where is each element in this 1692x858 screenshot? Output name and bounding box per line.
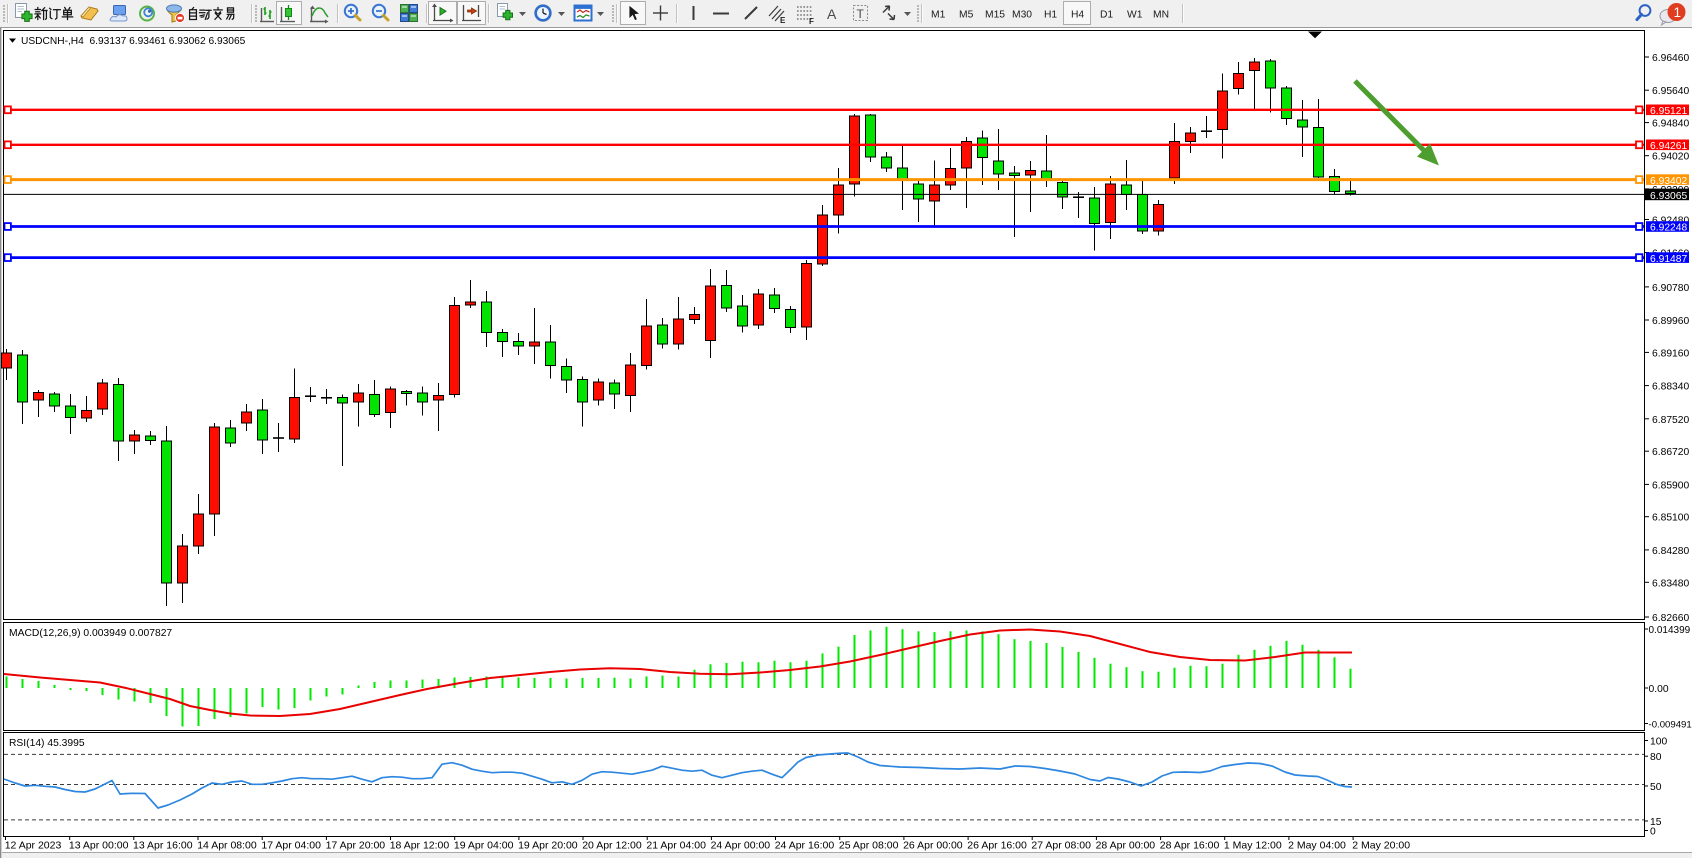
- svg-text:T: T: [857, 7, 865, 21]
- svg-text:M5: M5: [959, 10, 974, 21]
- svg-text:6.94261: 6.94261: [1650, 141, 1687, 152]
- svg-text:-0.009491: -0.009491: [1649, 719, 1692, 730]
- svg-text:6.92480: 6.92480: [1652, 216, 1689, 227]
- svg-text:E: E: [780, 16, 786, 25]
- svg-text:26 Apr 16:00: 26 Apr 16:00: [967, 839, 1027, 851]
- svg-text:M30: M30: [1012, 10, 1032, 21]
- svg-text:1 May 12:00: 1 May 12:00: [1224, 839, 1282, 851]
- svg-text:24 Apr 16:00: 24 Apr 16:00: [775, 839, 835, 851]
- svg-text:6.85100: 6.85100: [1652, 513, 1689, 524]
- svg-text:MACD(12,26,9) 0.003949 0.00782: MACD(12,26,9) 0.003949 0.007827: [9, 628, 172, 639]
- svg-text:6.92248: 6.92248: [1650, 223, 1687, 234]
- svg-text:28 Apr 00:00: 28 Apr 00:00: [1096, 839, 1156, 851]
- svg-text:28 Apr 16:00: 28 Apr 16:00: [1160, 839, 1220, 851]
- svg-text:6.84280: 6.84280: [1652, 546, 1689, 557]
- svg-text:A: A: [827, 6, 837, 22]
- svg-text:2 May 04:00: 2 May 04:00: [1288, 839, 1346, 851]
- svg-text:20 Apr 12:00: 20 Apr 12:00: [582, 839, 642, 851]
- svg-text:100: 100: [1650, 736, 1667, 747]
- svg-text:2 May 20:00: 2 May 20:00: [1352, 839, 1410, 851]
- svg-text:6.91487: 6.91487: [1650, 254, 1687, 265]
- svg-text:0.00: 0.00: [1649, 684, 1669, 695]
- svg-text:6.95640: 6.95640: [1652, 86, 1689, 97]
- svg-text:6.82660: 6.82660: [1652, 613, 1689, 624]
- svg-text:13 Apr 16:00: 13 Apr 16:00: [133, 839, 193, 851]
- svg-text:6.83480: 6.83480: [1652, 578, 1689, 589]
- svg-text:6.96460: 6.96460: [1652, 53, 1689, 64]
- svg-text:RSI(14) 45.3995: RSI(14) 45.3995: [9, 738, 85, 749]
- svg-text:H1: H1: [1044, 10, 1057, 21]
- svg-text:F: F: [809, 17, 814, 26]
- svg-text:6.86720: 6.86720: [1652, 447, 1689, 458]
- svg-text:19 Apr 20:00: 19 Apr 20:00: [518, 839, 578, 851]
- svg-text:80: 80: [1650, 752, 1662, 763]
- svg-text:W1: W1: [1127, 10, 1143, 21]
- svg-text:21 Apr 04:00: 21 Apr 04:00: [646, 839, 706, 851]
- svg-text:0: 0: [1650, 826, 1656, 837]
- svg-text:19 Apr 04:00: 19 Apr 04:00: [454, 839, 514, 851]
- svg-text:50: 50: [1650, 782, 1662, 793]
- svg-text:6.90780: 6.90780: [1652, 283, 1689, 294]
- svg-text:6.88340: 6.88340: [1652, 382, 1689, 393]
- svg-text:1: 1: [1674, 5, 1682, 20]
- svg-text:6.87520: 6.87520: [1652, 415, 1689, 426]
- svg-text:17 Apr 20:00: 17 Apr 20:00: [326, 839, 386, 851]
- svg-text:6.93065: 6.93065: [1650, 191, 1687, 202]
- svg-text:6.89960: 6.89960: [1652, 316, 1689, 327]
- svg-text:14 Apr 08:00: 14 Apr 08:00: [197, 839, 257, 851]
- svg-text:6.95121: 6.95121: [1650, 106, 1687, 117]
- svg-text:25 Apr 08:00: 25 Apr 08:00: [839, 839, 899, 851]
- svg-text:6.89160: 6.89160: [1652, 348, 1689, 359]
- svg-text:13 Apr 00:00: 13 Apr 00:00: [69, 839, 129, 851]
- svg-text:26 Apr 00:00: 26 Apr 00:00: [903, 839, 963, 851]
- svg-text:6.93402: 6.93402: [1650, 176, 1687, 187]
- svg-text:27 Apr 08:00: 27 Apr 08:00: [1031, 839, 1091, 851]
- svg-text:0.014399: 0.014399: [1649, 625, 1691, 636]
- svg-text:24 Apr 00:00: 24 Apr 00:00: [711, 839, 771, 851]
- svg-text:18 Apr 12:00: 18 Apr 12:00: [390, 839, 450, 851]
- svg-text:6.94840: 6.94840: [1652, 119, 1689, 130]
- svg-text:MN: MN: [1153, 10, 1169, 21]
- svg-text:H4: H4: [1071, 10, 1084, 21]
- svg-text:17 Apr 04:00: 17 Apr 04:00: [261, 839, 321, 851]
- svg-text:15: 15: [1650, 817, 1662, 828]
- svg-text:6.94020: 6.94020: [1652, 152, 1689, 163]
- svg-text:M1: M1: [931, 10, 946, 21]
- svg-text:12 Apr 2023: 12 Apr 2023: [5, 839, 62, 851]
- svg-text:USDCNH-,H4 6.93137 6.93461 6.: USDCNH-,H4 6.93137 6.93461 6.93062 6.930…: [21, 36, 246, 47]
- svg-text:6.85900: 6.85900: [1652, 480, 1689, 491]
- svg-text:M15: M15: [985, 10, 1005, 21]
- svg-text:D1: D1: [1100, 10, 1113, 21]
